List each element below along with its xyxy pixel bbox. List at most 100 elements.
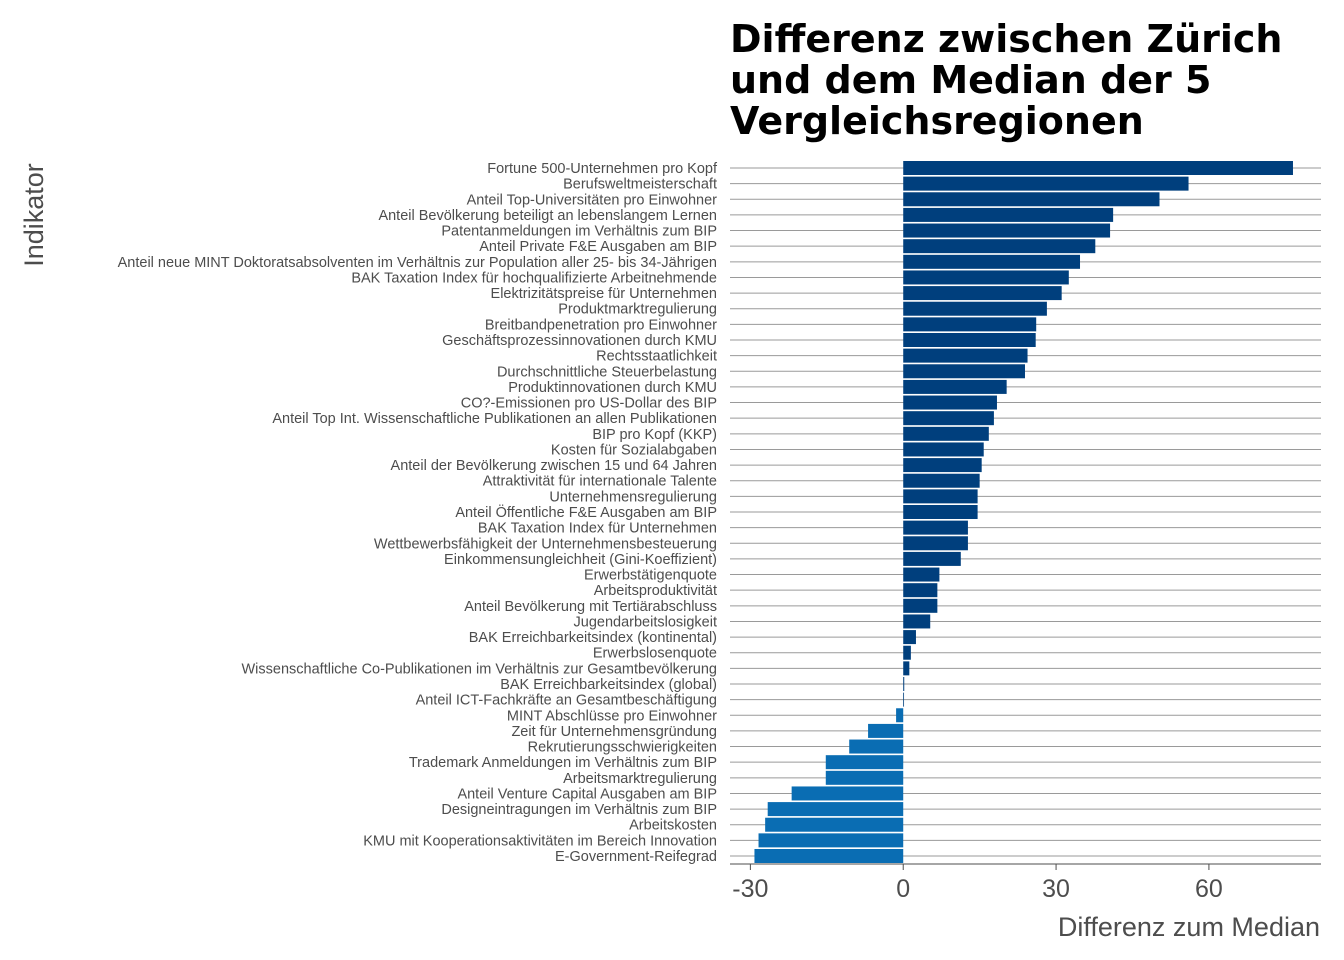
category-label: Rechtsstaatlichkeit	[596, 349, 717, 365]
category-label: Produktmarktregulierung	[558, 302, 717, 318]
category-label: Arbeitsmarktregulierung	[563, 771, 717, 787]
category-label: Wissenschaftliche Co-Publikationen im Ve…	[242, 661, 718, 677]
category-label: Breitbandpenetration pro Einwohner	[485, 317, 717, 333]
bars	[754, 161, 1293, 864]
category-label: Erwerbstätigenquote	[584, 568, 717, 584]
bar	[903, 254, 1081, 269]
bar	[903, 645, 911, 660]
category-label: KMU mit Kooperationsaktivitäten im Berei…	[363, 833, 717, 849]
bar	[903, 317, 1037, 332]
bar	[903, 223, 1111, 238]
category-label: Zeit für Unternehmensgründung	[511, 724, 717, 740]
bar	[903, 192, 1160, 207]
category-label: Anteil Private F&E Ausgaben am BIP	[479, 239, 717, 255]
bar	[754, 849, 904, 864]
category-label: Anteil Bevölkerung beteiligt an lebensla…	[378, 208, 717, 224]
category-label: Anteil der Bevölkerung zwischen 15 und 6…	[391, 458, 717, 474]
category-label: Einkommensungleichheit (Gini-Koeffizient…	[444, 552, 717, 568]
bar	[868, 723, 904, 738]
bar	[903, 489, 978, 504]
category-label: Anteil Venture Capital Ausgaben am BIP	[457, 786, 717, 802]
bar	[903, 567, 940, 582]
bar	[903, 364, 1025, 379]
category-label: Anteil Top-Universitäten pro Einwohner	[467, 192, 718, 208]
category-label: Durchschnittliche Steuerbelastung	[497, 364, 717, 380]
category-label: Unternehmensregulierung	[549, 489, 717, 505]
bar	[903, 426, 989, 441]
category-label: MINT Abschlüsse pro Einwohner	[507, 708, 717, 724]
category-label: CO?-Emissionen pro US-Dollar des BIP	[461, 396, 717, 412]
category-label: Anteil ICT-Fachkräfte an Gesamtbeschäfti…	[416, 693, 717, 709]
category-label: BAK Erreichbarkeitsindex (kontinental)	[469, 630, 717, 646]
category-label: Jugendarbeitslosigkeit	[574, 614, 717, 630]
bar	[903, 379, 1007, 394]
bar	[903, 442, 984, 457]
bar	[849, 739, 904, 754]
category-label: E-Government-Reifegrad	[555, 849, 717, 865]
bar	[903, 583, 938, 598]
category-label: Fortune 500-Unternehmen pro Kopf	[487, 161, 718, 177]
category-label: BAK Taxation Index für hochqualifizierte…	[351, 270, 717, 286]
bar	[903, 458, 982, 473]
category-labels: Fortune 500-Unternehmen pro KopfBerufswe…	[118, 161, 718, 865]
bar	[825, 770, 904, 785]
y-axis-title: Indikator	[19, 163, 49, 267]
bar	[903, 661, 910, 676]
bar	[765, 817, 904, 832]
chart-title-line-1: Differenz zwischen Zürich	[730, 17, 1282, 61]
category-label: Anteil Top Int. Wissenschaftliche Publik…	[272, 411, 717, 427]
bar	[903, 614, 931, 629]
bar	[903, 239, 1096, 254]
bar	[791, 786, 904, 801]
bar	[903, 207, 1114, 222]
x-tick-label: 30	[1042, 875, 1070, 903]
chart-title: Differenz zwischen Zürich und dem Median…	[730, 17, 1282, 143]
category-label: Designeintragungen im Verhältnis zum BIP	[441, 802, 717, 818]
category-label: BAK Erreichbarkeitsindex (global)	[500, 677, 717, 693]
bar	[903, 598, 938, 613]
category-label: Berufsweltmeisterschaft	[563, 177, 717, 193]
bar	[903, 286, 1062, 301]
bar	[903, 348, 1028, 363]
category-label: BAK Taxation Index für Unternehmen	[478, 521, 717, 537]
bar	[903, 536, 968, 551]
bar	[825, 755, 904, 770]
x-axis-ticks: -30 0 30 60	[732, 864, 1223, 903]
category-label: Rekrutierungsschwierigkeiten	[528, 740, 717, 756]
bar	[903, 677, 905, 692]
category-label: Wettbewerbsfähigkeit der Unternehmensbes…	[374, 536, 717, 552]
category-label: Produktinnovationen durch KMU	[508, 380, 717, 396]
bar	[903, 411, 994, 426]
category-label: Patentanmeldungen im Verhältnis zum BIP	[441, 224, 717, 240]
chart-title-line-2: und dem Median der 5	[730, 58, 1211, 102]
bar	[903, 551, 961, 566]
category-label: Arbeitsproduktivität	[594, 583, 717, 599]
category-label: Kosten für Sozialabgaben	[551, 442, 717, 458]
bar	[767, 802, 904, 817]
category-label: BIP pro Kopf (KKP)	[592, 427, 717, 443]
category-label: Anteil Öffentliche F&E Ausgaben am BIP	[455, 503, 717, 521]
category-label: Elektrizitätspreise für Unternehmen	[491, 286, 717, 302]
category-label: Attraktivität für internationale Talente	[483, 474, 717, 490]
x-tick-label: -30	[732, 875, 768, 903]
category-label: Trademark Anmeldungen im Verhältnis zum …	[409, 755, 717, 771]
bar	[903, 395, 997, 410]
bar	[896, 708, 904, 723]
bar	[903, 520, 968, 535]
category-label: Geschäftsprozessinnovationen durch KMU	[442, 333, 717, 349]
bar	[903, 473, 980, 488]
bar	[903, 333, 1036, 348]
category-label: Erwerbslosenquote	[593, 646, 717, 662]
bar	[903, 270, 1069, 285]
bar	[903, 161, 1293, 175]
bar	[903, 630, 916, 645]
category-label: Anteil neue MINT Doktoratsabsolventen im…	[118, 255, 717, 271]
x-tick-label: 0	[896, 875, 910, 903]
category-label: Anteil Bevölkerung mit Tertiärabschluss	[464, 599, 717, 615]
bar	[903, 176, 1189, 191]
bar	[903, 505, 978, 520]
category-label: Arbeitskosten	[629, 818, 717, 834]
bar	[903, 692, 905, 707]
x-axis-title: Differenz zum Median	[1058, 912, 1320, 942]
